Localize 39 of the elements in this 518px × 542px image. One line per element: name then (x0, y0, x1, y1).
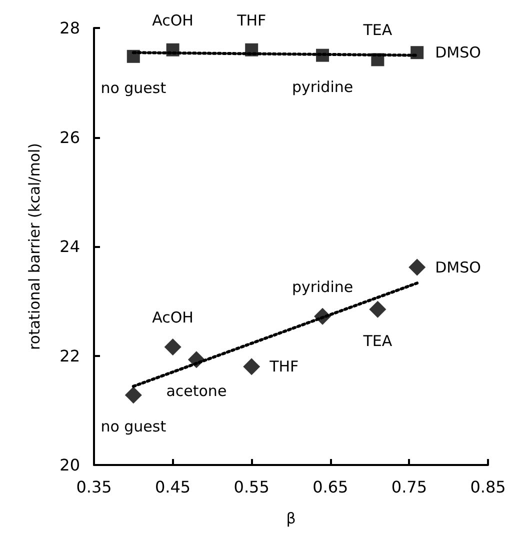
annotation: pyridine (292, 78, 354, 96)
y-axis-title: rotational barrier (kcal/mol) (26, 142, 44, 350)
x-axis-title: β (286, 510, 296, 528)
annotation: pyridine (292, 278, 354, 296)
x-tick-label: 0.35 (76, 478, 112, 496)
annotation: no guest (100, 418, 166, 436)
point (316, 48, 330, 62)
annotation: DMSO (435, 258, 481, 276)
x-tick-label: 0.75 (391, 478, 428, 496)
point (371, 53, 384, 66)
y-tick-label: 24 (60, 237, 80, 256)
annotation: AcOH (152, 11, 194, 30)
point (410, 46, 424, 60)
annotation: THF (268, 358, 299, 376)
point (245, 43, 258, 56)
point (126, 50, 140, 63)
point (243, 358, 260, 376)
annotation: DMSO (435, 44, 481, 62)
x-tick-label: 0.85 (470, 478, 506, 496)
point (166, 43, 180, 56)
annotation: TEA (362, 21, 393, 40)
annotation: no guest (100, 78, 166, 97)
point (124, 386, 142, 404)
y-tick-label: 20 (60, 456, 80, 474)
point (188, 351, 205, 368)
y-tick-label: 26 (60, 128, 80, 147)
point (408, 258, 426, 276)
annotation: AcOH (152, 308, 194, 327)
x-tick-label: 0.55 (234, 478, 270, 496)
y-tick-label: 22 (60, 346, 80, 366)
annotation: THF (236, 11, 266, 30)
point (314, 308, 332, 325)
y-tick-label: 28 (60, 18, 80, 38)
annotation: TEA (362, 332, 393, 350)
x-tick-label: 0.65 (312, 478, 348, 496)
point (369, 300, 386, 318)
annotation: acetone (166, 382, 227, 400)
point (164, 338, 182, 356)
x-tick-label: 0.45 (154, 478, 191, 496)
